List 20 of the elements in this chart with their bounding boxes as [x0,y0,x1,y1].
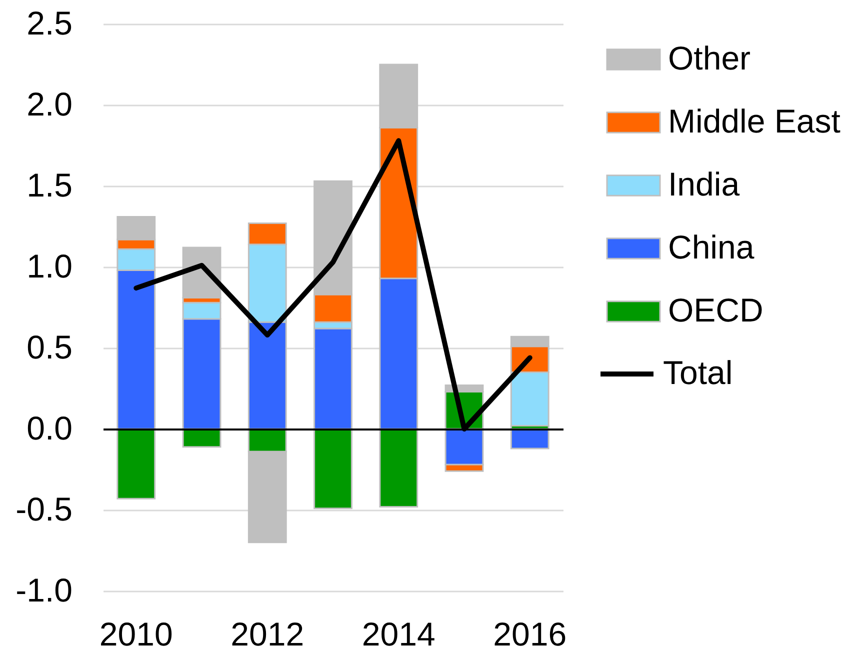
legend-label: India [668,166,740,202]
legend-label: Other [668,40,751,76]
bar [116,428,156,500]
y-tick-label: 0.0 [26,410,72,446]
y-tick-label: 1.5 [26,166,72,204]
y-tick-label: 2.0 [26,86,72,122]
y-tick-label: 1.0 [26,248,72,284]
legend-label: China [668,228,755,266]
y-tick-label: -0.5 [16,490,72,528]
y-tick-label: 2.5 [26,4,72,42]
x-tick-label: 2010 [99,616,173,651]
y-tick-label: 0.5 [26,328,72,366]
bar [379,428,418,508]
legend-label: Middle East [668,102,840,140]
x-tick-label: 2012 [230,616,304,651]
y-tick-label: -1.0 [16,572,72,608]
legend-label: Total [663,354,733,391]
legend-label: OECD [668,292,764,328]
x-tick-label: 2016 [493,616,567,651]
x-tick-label: 2014 [362,616,436,651]
